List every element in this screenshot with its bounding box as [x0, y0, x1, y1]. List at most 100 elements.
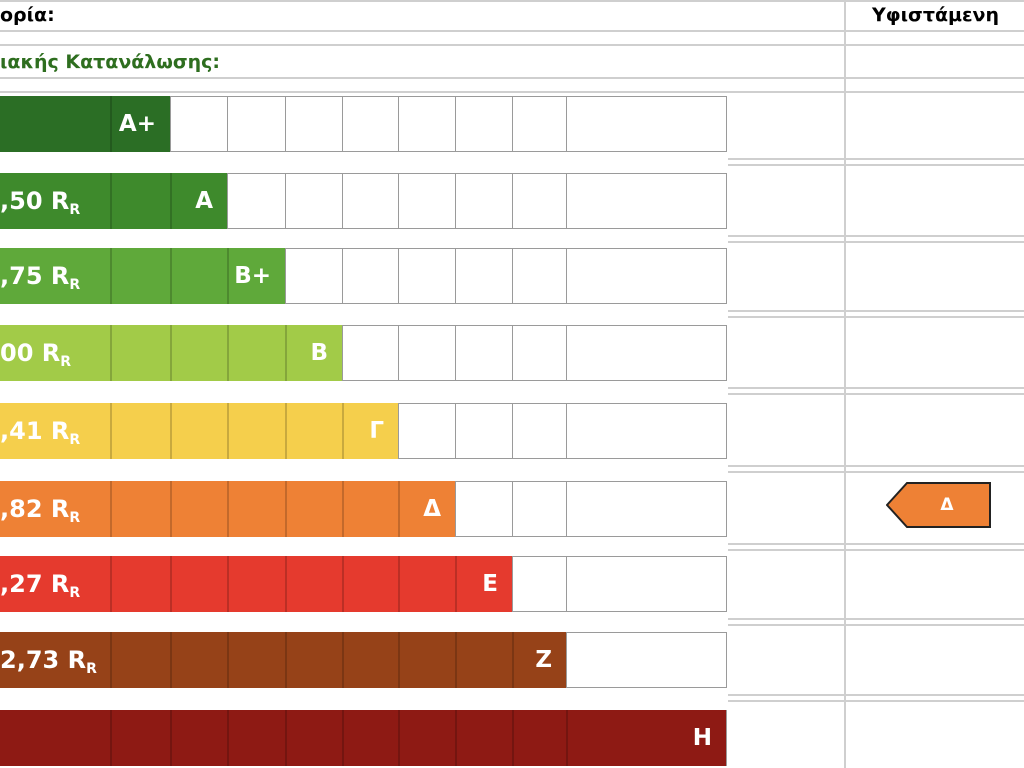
bar-divider	[342, 710, 344, 766]
energy-class-bar	[0, 325, 342, 381]
bar-divider	[342, 481, 344, 537]
existing-header: Υφιστάμενη	[872, 4, 1000, 26]
bar-divider	[285, 325, 287, 381]
scale-cell	[566, 632, 727, 688]
row-separator	[728, 241, 1024, 243]
bar-divider	[170, 403, 172, 459]
class-threshold-subscript: R	[69, 202, 81, 218]
bar-divider	[170, 248, 172, 304]
class-threshold-value: 2,73 R	[0, 646, 87, 674]
scale-cell	[566, 403, 727, 459]
scale-cell	[566, 248, 727, 304]
class-threshold-value: ,75 R	[0, 262, 70, 290]
row-separator	[728, 549, 1024, 551]
scale-cell	[566, 481, 727, 537]
scale-cell	[455, 325, 513, 381]
class-threshold: 00 RR	[0, 325, 71, 381]
scale-cell	[512, 481, 567, 537]
bar-divider	[170, 325, 172, 381]
row-separator	[728, 164, 1024, 166]
scale-cell	[566, 173, 727, 229]
class-threshold-subscript: R	[69, 277, 81, 293]
scale-cell	[227, 173, 286, 229]
bar-divider	[285, 556, 287, 612]
bar-divider	[512, 710, 514, 766]
row-separator	[728, 158, 1024, 160]
energy-class-bar	[0, 481, 455, 537]
scale-cell	[512, 248, 567, 304]
bar-divider	[398, 632, 400, 688]
energy-class-bar	[0, 556, 512, 612]
class-threshold-value: 00 R	[0, 339, 61, 367]
class-threshold-value: ,41 R	[0, 417, 70, 445]
energy-class-row: H	[0, 710, 728, 766]
scale-cell	[566, 556, 727, 612]
scale-cell	[285, 96, 343, 152]
bar-divider	[170, 556, 172, 612]
bar-divider	[110, 403, 112, 459]
scale-cell	[455, 248, 513, 304]
scale-cell	[398, 96, 456, 152]
bar-divider	[398, 481, 400, 537]
class-letter: Γ	[369, 418, 384, 444]
energy-class-bar	[0, 248, 285, 304]
energy-class-bar	[0, 403, 398, 459]
energy-class-bar	[0, 96, 170, 152]
subheader-bottom-border	[0, 77, 1024, 79]
bar-divider	[110, 632, 112, 688]
class-threshold-subscript: R	[60, 354, 72, 370]
bar-divider	[455, 556, 457, 612]
bar-divider	[342, 403, 344, 459]
class-letter: Z	[535, 647, 552, 673]
energy-class-row: ,82 RR Δ	[0, 481, 728, 537]
class-threshold-subscript: R	[69, 585, 81, 601]
bar-divider	[566, 710, 568, 766]
class-threshold-subscript: R	[86, 661, 97, 677]
scale-cell	[342, 96, 399, 152]
bar-divider	[398, 556, 400, 612]
class-threshold-subscript: R	[69, 510, 81, 526]
subheader-top-border	[0, 44, 1024, 46]
scale-cell	[342, 173, 399, 229]
bar-divider	[227, 248, 229, 304]
header-bottom-border	[0, 30, 1024, 32]
energy-class-row: ,50 RR A	[0, 173, 728, 229]
energy-class-bar	[0, 632, 566, 688]
row-separator	[728, 694, 1024, 696]
energy-class-row: ,41 RR Γ	[0, 403, 728, 459]
class-threshold-value: ,82 R	[0, 495, 70, 523]
class-letter: Δ	[423, 496, 441, 522]
class-letter: E	[482, 571, 498, 597]
scale-cell	[342, 325, 399, 381]
scale-cell	[455, 481, 513, 537]
class-threshold: 2,73 RR	[0, 632, 97, 688]
category-header: ορία:	[0, 4, 55, 26]
scale-cell	[398, 403, 456, 459]
row-separator	[728, 700, 1024, 702]
bar-divider	[170, 710, 172, 766]
row-separator	[728, 316, 1024, 318]
class-letter: A	[195, 188, 213, 214]
energy-class-row: 00 RR B	[0, 325, 728, 381]
bar-divider	[342, 556, 344, 612]
bar-divider	[285, 481, 287, 537]
bar-divider	[342, 632, 344, 688]
bar-divider	[110, 173, 112, 229]
scale-cell	[398, 248, 456, 304]
row-separator	[728, 618, 1024, 620]
scale-cell	[342, 248, 399, 304]
class-threshold: ,27 RR	[0, 556, 80, 612]
scale-cell	[227, 96, 286, 152]
scale-cell	[566, 325, 727, 381]
column-divider-right	[844, 0, 846, 768]
class-threshold: ,41 RR	[0, 403, 80, 459]
bar-divider	[227, 556, 229, 612]
row-separator	[728, 471, 1024, 473]
class-threshold: ,82 RR	[0, 481, 80, 537]
row-separator	[728, 393, 1024, 395]
existing-rating-letter: Δ	[940, 495, 954, 515]
existing-rating-arrow: Δ	[885, 481, 992, 529]
scale-cell	[455, 173, 513, 229]
bar-divider	[110, 710, 112, 766]
consumption-subheader: ιακής Κατανάλωσης:	[0, 51, 221, 73]
